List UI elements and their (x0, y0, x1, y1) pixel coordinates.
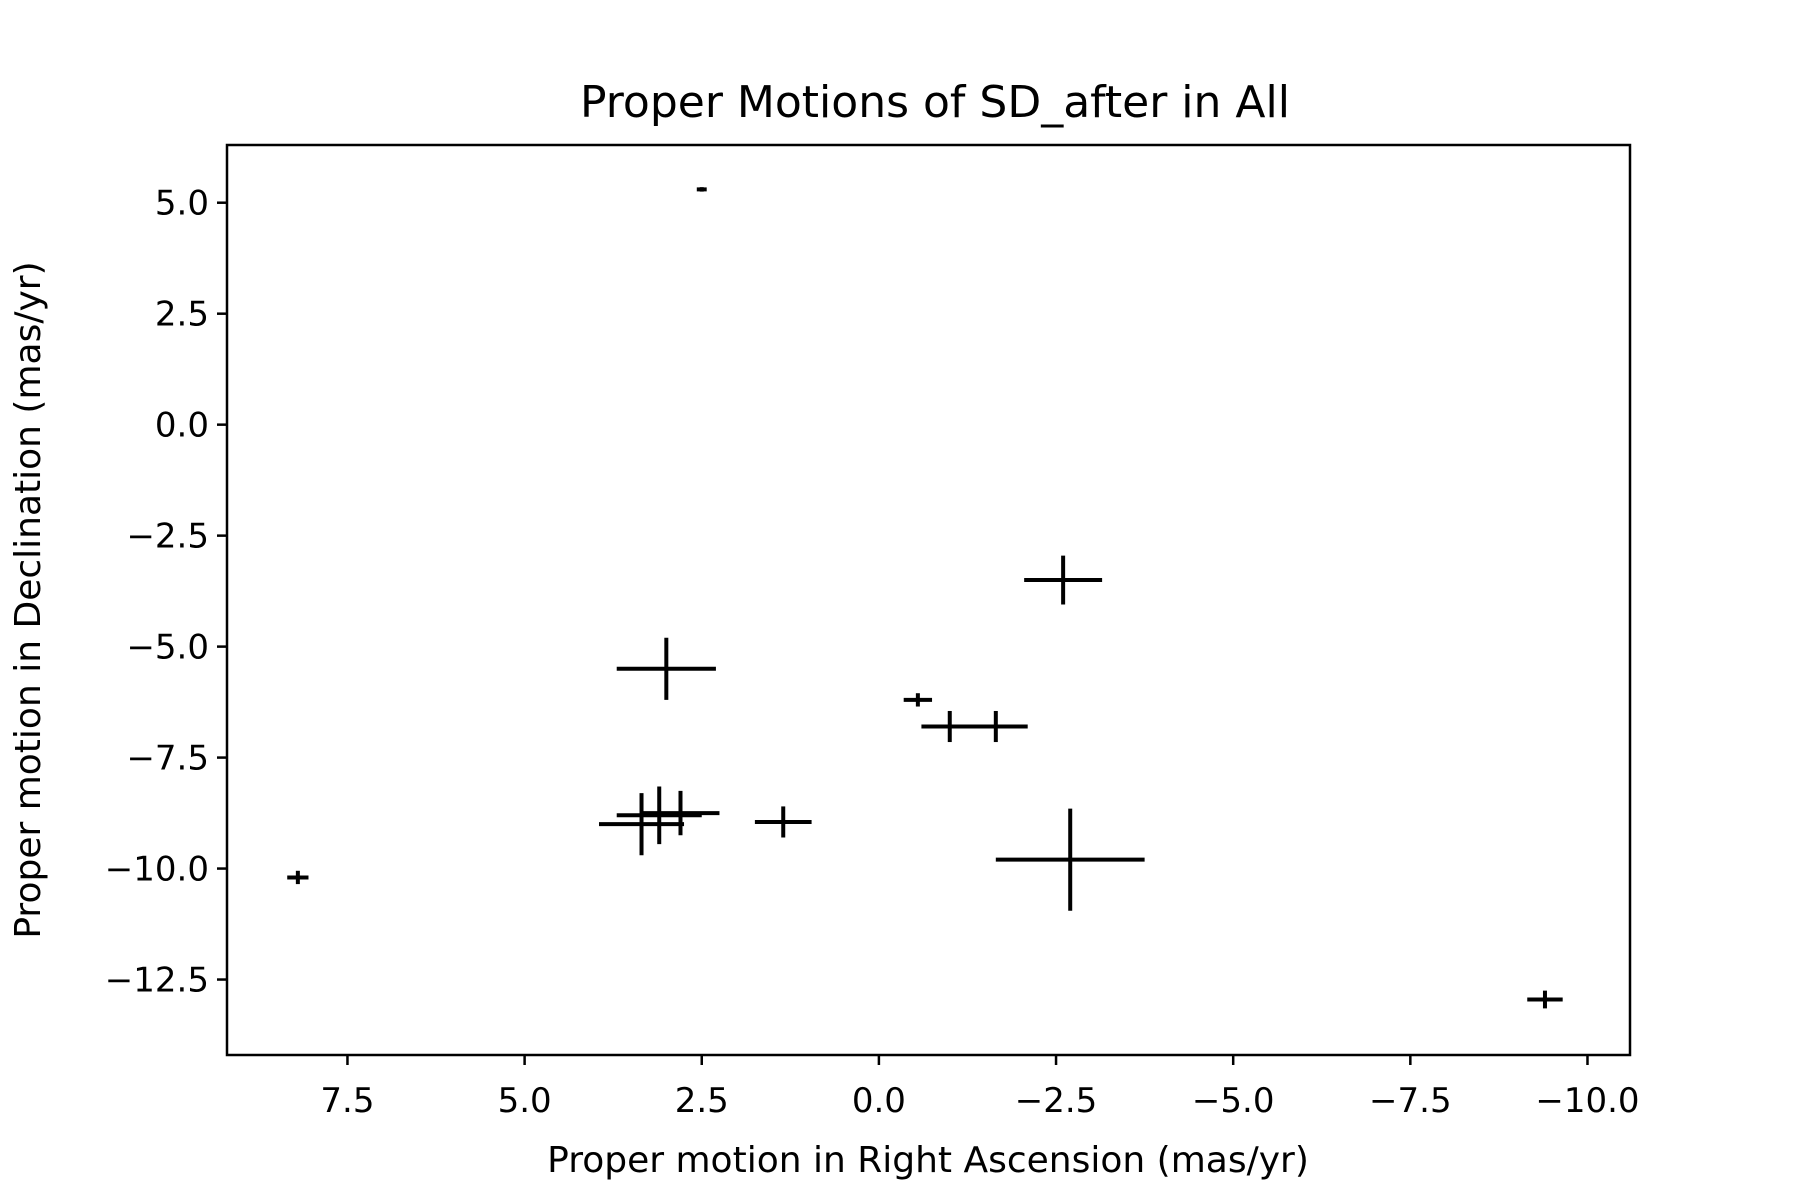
data-point (616, 637, 716, 700)
data-point (599, 793, 685, 856)
data-point (641, 790, 720, 836)
data-point (754, 806, 812, 838)
y-tick-label: 2.5 (155, 295, 209, 335)
x-tick-label: −7.5 (1369, 1081, 1452, 1121)
y-tick-label: −12.5 (105, 961, 209, 1001)
chart-title: Proper Motions of SD_after in All (580, 77, 1290, 128)
plot-frame (225, 143, 1632, 1057)
x-axis: 7.5 5.0 2.5 0.0 −2.5 −5.0 −7.5 −10.0 (320, 1055, 1640, 1121)
data-point (903, 693, 933, 707)
y-tick-label: −2.5 (126, 517, 209, 557)
y-tick-label: 5.0 (155, 184, 209, 224)
data-point (616, 786, 702, 845)
x-axis-label: Proper motion in Right Ascension (mas/yr… (547, 1140, 1309, 1181)
data-point (287, 870, 309, 885)
data-points (287, 187, 1563, 1009)
data-point (696, 187, 707, 192)
y-tick-label: 0.0 (155, 406, 209, 446)
data-point (963, 710, 1028, 743)
y-tick-label: −5.0 (126, 628, 209, 668)
data-point (995, 808, 1145, 911)
data-point (1527, 990, 1563, 1009)
y-axis: 5.0 2.5 0.0 −2.5 −5.0 −7.5 −10.0 −12.5 (105, 184, 227, 1001)
x-tick-label: 0.0 (852, 1081, 906, 1121)
x-tick-label: 2.5 (675, 1081, 729, 1121)
x-tick-label: 7.5 (320, 1081, 374, 1121)
x-tick-label: −5.0 (1192, 1081, 1275, 1121)
x-tick-label: −10.0 (1535, 1081, 1639, 1121)
y-tick-label: −7.5 (126, 739, 209, 779)
x-tick-label: 5.0 (498, 1081, 552, 1121)
y-axis-label: Proper motion in Declination (mas/yr) (8, 261, 49, 938)
x-tick-label: −2.5 (1015, 1081, 1098, 1121)
y-tick-label: −10.0 (105, 850, 209, 890)
data-point (1024, 555, 1103, 605)
